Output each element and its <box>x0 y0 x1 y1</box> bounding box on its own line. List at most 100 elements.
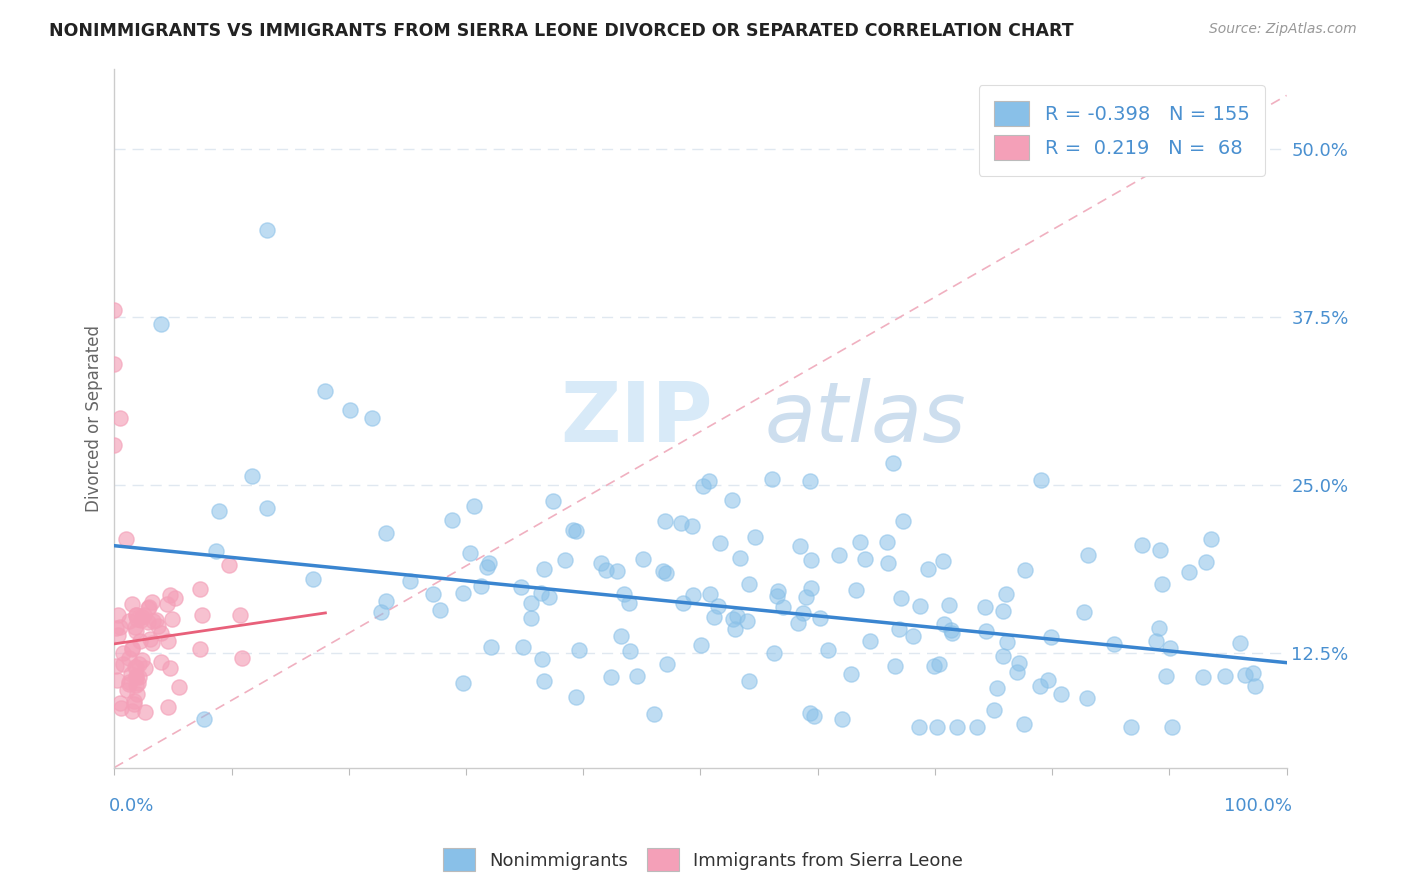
Point <box>128 657 150 671</box>
Point <box>440 513 463 527</box>
Point <box>208 504 231 518</box>
Point <box>946 720 969 734</box>
Point <box>1233 668 1256 682</box>
Point <box>1102 637 1125 651</box>
Point <box>907 720 929 734</box>
Point <box>889 622 911 636</box>
Point <box>107 628 129 642</box>
Point <box>463 500 485 514</box>
Point <box>613 587 636 601</box>
Point <box>610 629 633 643</box>
Point <box>800 581 823 595</box>
Point <box>1014 563 1036 577</box>
Point <box>803 709 825 723</box>
Point <box>827 548 849 562</box>
Point <box>134 608 156 623</box>
Point <box>519 596 541 610</box>
Point <box>794 590 817 604</box>
Point <box>565 690 588 704</box>
Point <box>422 587 444 601</box>
Point <box>146 618 169 632</box>
Point <box>1031 473 1053 487</box>
Point <box>118 675 141 690</box>
Point <box>128 633 150 648</box>
Point <box>787 615 810 630</box>
Point <box>1229 636 1251 650</box>
Point <box>1241 666 1264 681</box>
Point <box>744 530 766 544</box>
Point <box>681 519 703 533</box>
Point <box>141 594 163 608</box>
Point <box>150 656 173 670</box>
Point <box>118 651 141 665</box>
Point <box>766 583 789 598</box>
Point <box>1119 720 1142 734</box>
Point <box>470 579 492 593</box>
Point <box>108 696 131 710</box>
Point <box>134 705 156 719</box>
Point <box>643 707 665 722</box>
Point <box>792 606 814 620</box>
Point <box>138 599 160 614</box>
Point <box>1050 687 1073 701</box>
Point <box>533 673 555 688</box>
Point <box>1192 670 1215 684</box>
Point <box>839 667 862 681</box>
Point <box>1195 555 1218 569</box>
Point <box>994 587 1017 601</box>
Point <box>136 600 159 615</box>
Point <box>655 566 678 580</box>
Point <box>111 646 134 660</box>
Point <box>690 638 713 652</box>
Point <box>657 657 679 671</box>
Point <box>692 479 714 493</box>
Point <box>375 526 398 541</box>
Point <box>150 626 173 640</box>
Point <box>1008 656 1031 670</box>
Text: atlas: atlas <box>765 377 966 458</box>
Point <box>156 633 179 648</box>
Point <box>631 552 654 566</box>
Point <box>374 594 396 608</box>
Point <box>163 591 186 605</box>
Point <box>128 670 150 684</box>
Point <box>231 650 253 665</box>
Point <box>699 587 721 601</box>
Point <box>1076 691 1098 706</box>
Point <box>1154 669 1177 683</box>
Point <box>882 456 904 470</box>
Point <box>1012 717 1035 731</box>
Point <box>110 701 132 715</box>
Point <box>129 613 152 627</box>
Point <box>1160 720 1182 734</box>
Point <box>941 625 963 640</box>
Point <box>141 636 163 650</box>
Point <box>509 580 531 594</box>
Point <box>697 474 720 488</box>
Point <box>599 670 621 684</box>
Point <box>908 599 931 613</box>
Point <box>478 556 501 570</box>
Point <box>104 621 127 635</box>
Text: 0.0%: 0.0% <box>108 797 153 815</box>
Point <box>889 591 911 605</box>
Point <box>541 493 564 508</box>
Point <box>256 223 278 237</box>
Point <box>127 675 149 690</box>
Point <box>205 543 228 558</box>
Point <box>479 640 502 654</box>
Point <box>966 720 988 734</box>
Point <box>789 539 811 553</box>
Point <box>124 660 146 674</box>
Point <box>429 602 451 616</box>
Point <box>884 659 907 673</box>
Point <box>845 582 868 597</box>
Point <box>193 712 215 726</box>
Point <box>672 595 695 609</box>
Point <box>125 624 148 639</box>
Point <box>565 524 588 538</box>
Point <box>554 553 576 567</box>
Point <box>125 659 148 673</box>
Point <box>118 614 141 628</box>
Point <box>938 598 960 612</box>
